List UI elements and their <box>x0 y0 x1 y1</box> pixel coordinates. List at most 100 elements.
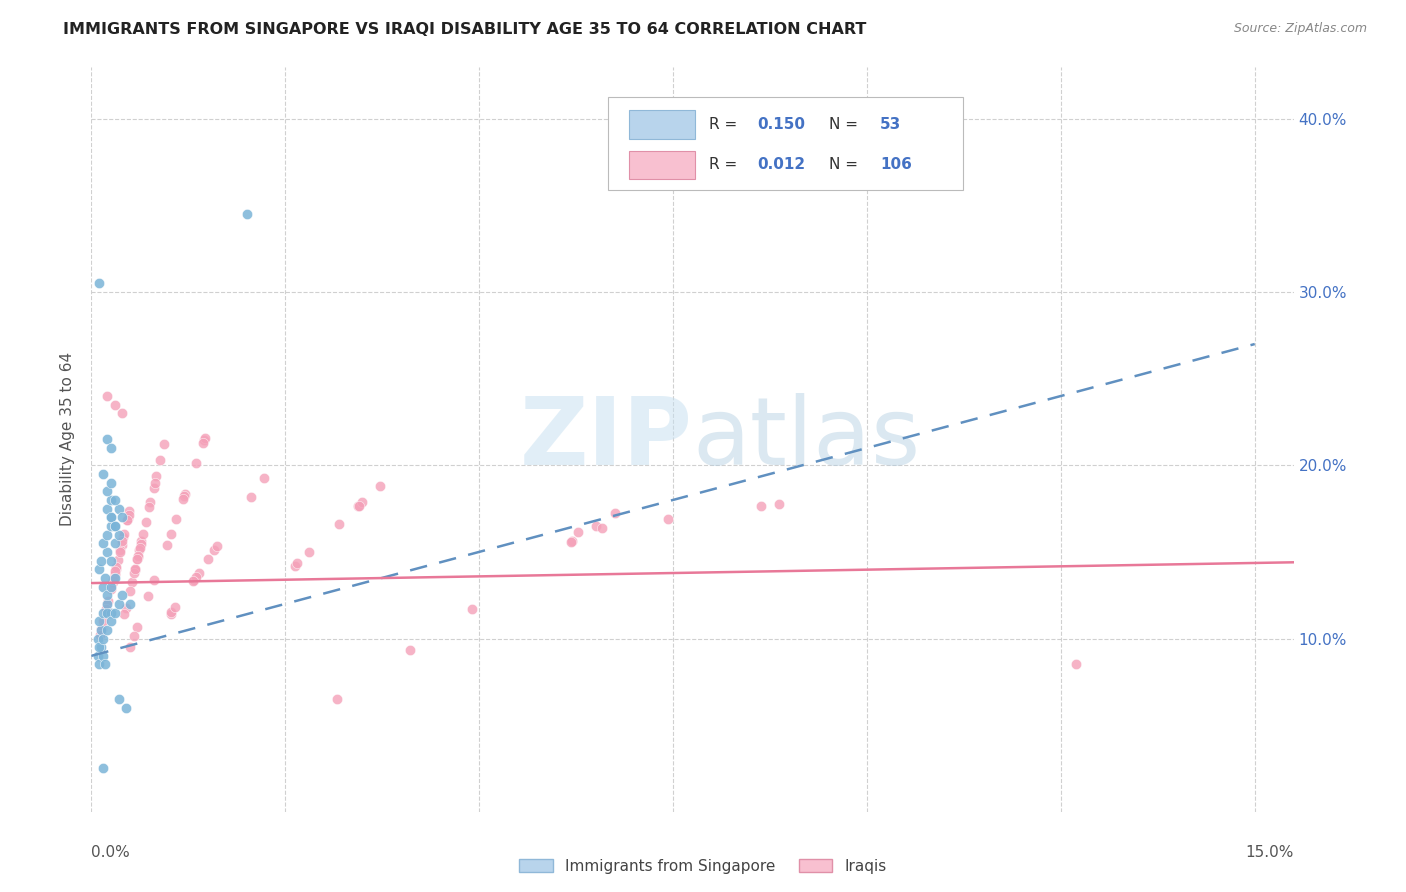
Point <box>124 563 146 577</box>
Text: Source: ZipAtlas.com: Source: ZipAtlas.com <box>1233 22 1367 36</box>
Point <box>91 580 114 594</box>
Point <box>91 632 114 646</box>
Text: 15.0%: 15.0% <box>1246 846 1294 860</box>
Point <box>124 562 146 576</box>
Point <box>138 589 160 603</box>
Point <box>207 539 229 553</box>
Point <box>100 519 122 533</box>
Point <box>172 492 194 507</box>
Point <box>285 557 308 571</box>
Point <box>347 499 370 513</box>
Point <box>96 597 118 611</box>
Text: 0.012: 0.012 <box>758 157 806 172</box>
Point <box>124 562 146 576</box>
Point <box>156 538 179 552</box>
Point <box>129 537 152 551</box>
Point <box>657 512 679 526</box>
Point <box>94 571 117 585</box>
Point <box>124 629 146 643</box>
Point <box>101 574 124 589</box>
Point <box>89 614 111 628</box>
Point <box>104 606 127 620</box>
Point <box>104 561 127 575</box>
Point <box>118 504 141 518</box>
Text: 0.0%: 0.0% <box>91 846 131 860</box>
Point <box>96 623 118 637</box>
Point <box>96 601 118 615</box>
Point <box>86 648 108 663</box>
Point <box>165 599 187 614</box>
Point <box>90 640 112 655</box>
Point <box>90 553 112 567</box>
Point <box>104 566 127 581</box>
Point <box>111 534 134 549</box>
Point <box>96 545 118 559</box>
Point <box>100 510 122 524</box>
Point <box>91 467 114 481</box>
Point <box>96 527 118 541</box>
Point <box>165 512 187 526</box>
Point <box>100 606 122 620</box>
Point <box>103 571 125 585</box>
Point <box>139 495 162 509</box>
Text: 106: 106 <box>880 157 912 172</box>
Point <box>96 433 118 447</box>
Point <box>145 469 167 483</box>
Point <box>127 550 149 565</box>
Text: atlas: atlas <box>692 393 921 485</box>
Point <box>111 406 134 420</box>
Point <box>143 475 166 490</box>
Point <box>181 574 204 589</box>
Point <box>352 495 374 509</box>
Point <box>100 580 122 594</box>
Point <box>94 657 117 672</box>
Point <box>153 437 176 451</box>
Point <box>100 614 122 628</box>
Point <box>122 566 145 581</box>
Point <box>138 500 160 515</box>
FancyBboxPatch shape <box>609 96 963 190</box>
Point <box>110 543 132 558</box>
Point <box>100 553 122 567</box>
Point <box>128 543 150 558</box>
Point <box>128 541 150 556</box>
Point <box>120 640 142 654</box>
Point <box>368 479 391 493</box>
Point <box>183 573 205 587</box>
Point <box>186 570 208 584</box>
Point <box>107 597 129 611</box>
Point <box>112 527 135 541</box>
Point <box>96 597 118 611</box>
Point <box>89 628 111 642</box>
Point <box>204 543 226 558</box>
Point <box>193 434 215 448</box>
Point <box>107 692 129 706</box>
Point <box>159 607 181 621</box>
Point <box>117 510 139 524</box>
Point <box>96 588 118 602</box>
Point <box>115 700 138 714</box>
Point <box>104 519 127 533</box>
Point <box>142 481 165 495</box>
Point <box>107 553 129 567</box>
Point <box>121 575 143 590</box>
Point <box>117 513 139 527</box>
Point <box>585 518 607 533</box>
Point <box>89 277 111 291</box>
Point <box>86 632 108 646</box>
Point <box>328 517 350 532</box>
Point <box>100 475 122 490</box>
Point <box>193 435 215 450</box>
Point <box>235 207 257 221</box>
Point <box>104 571 127 585</box>
Point <box>240 490 263 504</box>
Point <box>100 492 122 507</box>
Text: ZIP: ZIP <box>520 393 692 485</box>
Point <box>91 614 114 628</box>
Point <box>460 602 482 616</box>
Point <box>749 499 772 513</box>
Point <box>100 441 122 455</box>
Point <box>111 588 134 602</box>
Point <box>149 453 172 467</box>
Point <box>347 500 370 514</box>
